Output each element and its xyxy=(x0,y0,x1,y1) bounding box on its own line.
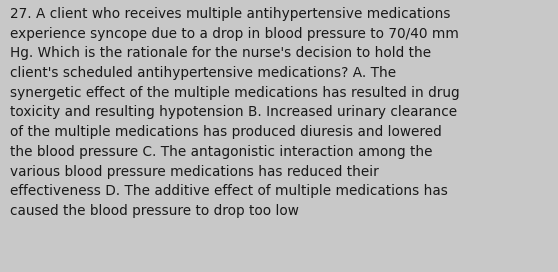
Text: 27. A client who receives multiple antihypertensive medications
experience synco: 27. A client who receives multiple antih… xyxy=(10,7,460,218)
